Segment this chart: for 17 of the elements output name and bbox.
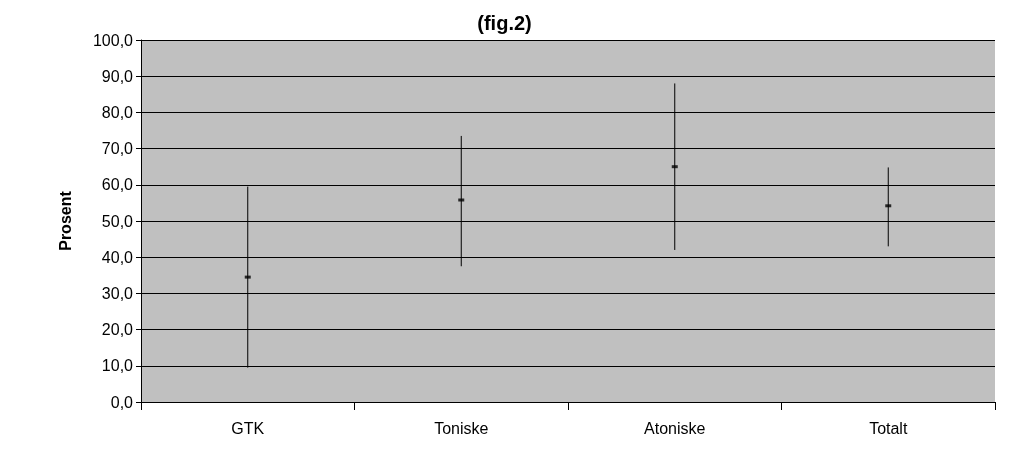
x-tick-label: Atoniske [644,419,706,437]
y-axis-title: Prosent [56,190,74,251]
y-tick-label: 60,0 [101,176,134,194]
y-tick-label: 20,0 [101,321,134,339]
y-tick-label: 70,0 [101,140,134,158]
y-tick-label: 0,0 [110,393,134,411]
x-tick-label: Totalt [869,419,908,437]
x-tick-label: GTK [231,419,265,437]
chart-title: (fig.2) [477,12,532,34]
y-tick-label: 90,0 [101,67,134,85]
y-tick-label: 80,0 [101,103,134,121]
y-tick-label: 30,0 [101,284,134,302]
y-tick-label: 50,0 [101,212,134,230]
x-tick-label: Toniske [434,419,489,437]
y-tick-label: 100,0 [92,31,134,49]
y-tick-label: 10,0 [101,357,134,375]
y-tick-label: 40,0 [101,248,134,266]
